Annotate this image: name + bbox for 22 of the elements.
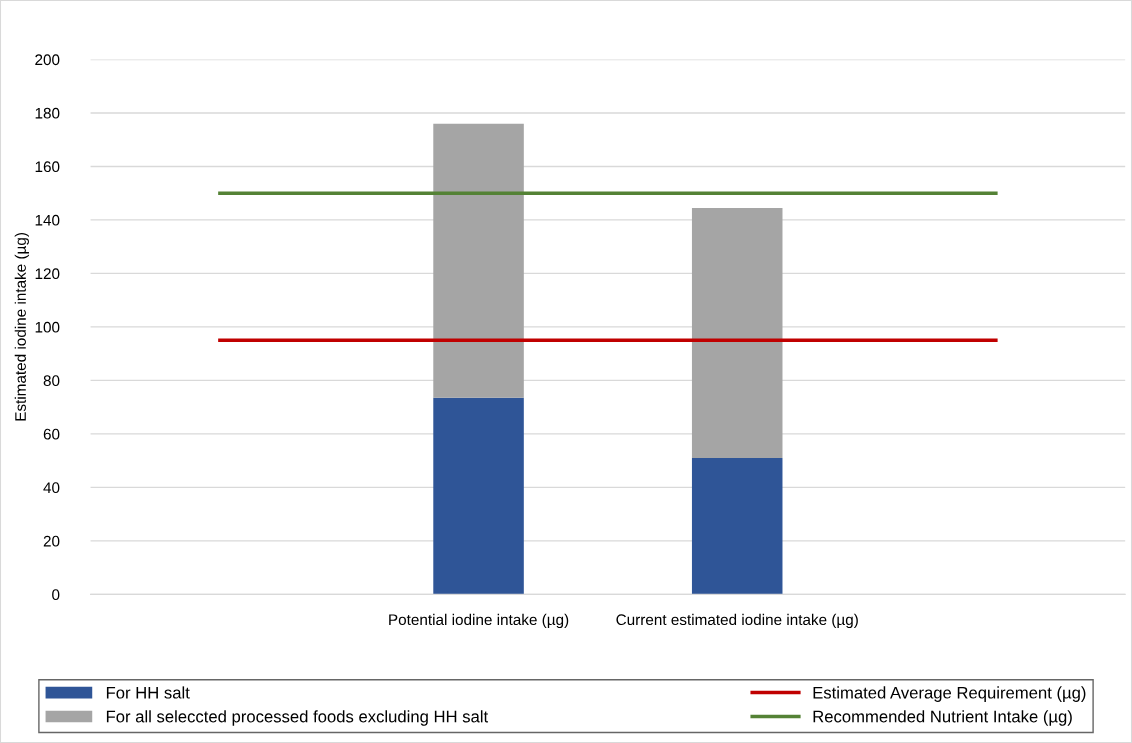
legend-label: Recommended Nutrient Intake (µg) xyxy=(813,710,1072,726)
y-tick-label: 40 xyxy=(43,482,60,494)
bar xyxy=(691,207,783,458)
bar xyxy=(433,397,524,595)
y-tick-label: 60 xyxy=(43,428,60,440)
y-tick-label: 100 xyxy=(35,321,60,333)
y-tick-label: 200 xyxy=(35,54,60,66)
legend-label: For HH salt xyxy=(106,686,190,699)
y-tick-label: 180 xyxy=(35,107,60,119)
x-tick-label: Potential iodine intake (µg) xyxy=(389,613,569,629)
x-tick-label: Current estimated iodine intake (µg) xyxy=(616,613,858,629)
legend-label: For all seleccted processed foods excluding HH salt xyxy=(106,710,489,726)
y-axis-title: Estimated iodine intake (µg) xyxy=(14,233,29,421)
y-tick-label: 140 xyxy=(35,214,60,226)
y-tick-label: 80 xyxy=(43,375,60,387)
y-tick-label: 0 xyxy=(52,589,60,601)
y-tick-label: 20 xyxy=(43,535,60,547)
y-tick-label: 120 xyxy=(35,268,60,280)
legend-label: Estimated Average Requirement (µg) xyxy=(813,686,1086,702)
y-tick-label: 160 xyxy=(35,161,60,173)
bar xyxy=(433,123,524,398)
bar xyxy=(691,457,783,595)
